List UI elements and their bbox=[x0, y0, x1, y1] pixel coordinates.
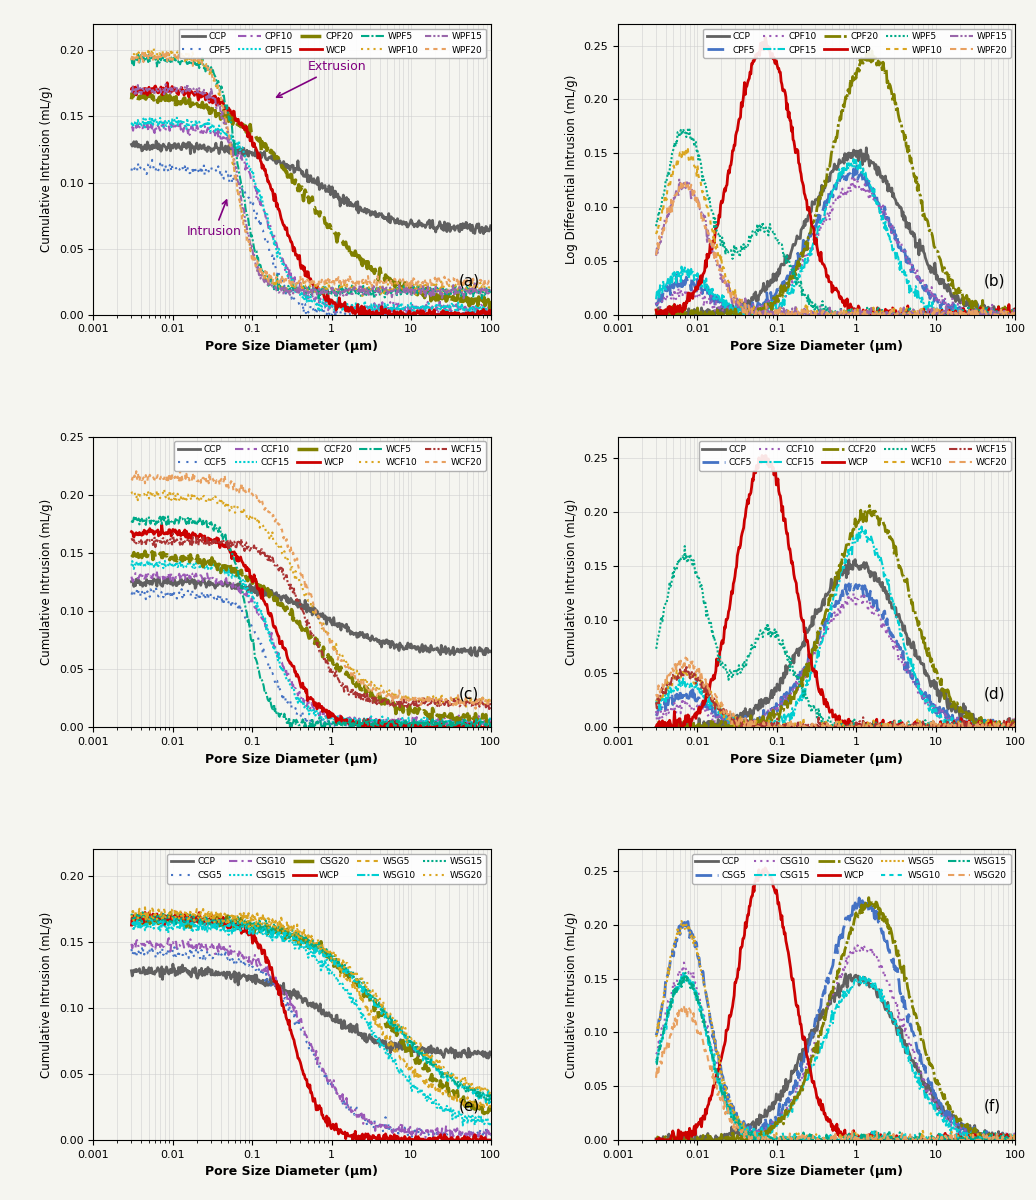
Text: Extrusion: Extrusion bbox=[277, 60, 367, 97]
Y-axis label: Cumulative Intrusion (mL/g): Cumulative Intrusion (mL/g) bbox=[40, 912, 53, 1078]
X-axis label: Pore Size Diameter (μm): Pore Size Diameter (μm) bbox=[730, 1165, 903, 1178]
Legend: CCP, CPF5, CPF10, CPF15, CPF20, WCP, WPF5, WPF10, WPF15, WPF20: CCP, CPF5, CPF10, CPF15, CPF20, WCP, WPF… bbox=[703, 29, 1011, 59]
Text: (c): (c) bbox=[459, 686, 479, 701]
Y-axis label: Cumulative Intrusion (mL/g): Cumulative Intrusion (mL/g) bbox=[40, 86, 53, 252]
X-axis label: Pore Size Diameter (μm): Pore Size Diameter (μm) bbox=[205, 340, 378, 353]
Text: (a): (a) bbox=[459, 274, 480, 288]
Legend: CCP, CCF5, CCF10, CCF15, CCF20, WCP, WCF5, WCF10, WCF15, WCF20: CCP, CCF5, CCF10, CCF15, CCF20, WCP, WCF… bbox=[174, 442, 486, 470]
X-axis label: Pore Size Diameter (μm): Pore Size Diameter (μm) bbox=[205, 752, 378, 766]
Legend: CCP, CSG5, CSG10, CSG15, CSG20, WCP, WSG5, WSG10, WSG15, WSG20: CCP, CSG5, CSG10, CSG15, CSG20, WCP, WSG… bbox=[167, 854, 486, 883]
Legend: CCP, CCF5, CCF10, CCF15, CCF20, WCP, WCF5, WCF10, WCF15, WCF20: CCP, CCF5, CCF10, CCF15, CCF20, WCP, WCF… bbox=[698, 442, 1011, 470]
X-axis label: Pore Size Diameter (μm): Pore Size Diameter (μm) bbox=[205, 1165, 378, 1178]
X-axis label: Pore Size Diameter (μm): Pore Size Diameter (μm) bbox=[730, 340, 903, 353]
Y-axis label: Log Differential Intrusion (mL/g): Log Differential Intrusion (mL/g) bbox=[565, 74, 578, 264]
Y-axis label: Cumulative Intrusion (mL/g): Cumulative Intrusion (mL/g) bbox=[565, 912, 578, 1078]
Legend: CCP, CPF5, CPF10, CPF15, CPF20, WCP, WPF5, WPF10, WPF15, WPF20: CCP, CPF5, CPF10, CPF15, CPF20, WCP, WPF… bbox=[178, 29, 486, 59]
Text: (d): (d) bbox=[983, 686, 1005, 701]
Legend: CCP, CSG5, CSG10, CSG15, CSG20, WCP, WSG5, WSG10, WSG15, WSG20: CCP, CSG5, CSG10, CSG15, CSG20, WCP, WSG… bbox=[692, 854, 1011, 883]
Text: Intrusion: Intrusion bbox=[186, 200, 241, 239]
Text: (f): (f) bbox=[983, 1099, 1001, 1114]
Text: (e): (e) bbox=[459, 1099, 480, 1114]
Y-axis label: Cumulative Intrusion (mL/g): Cumulative Intrusion (mL/g) bbox=[40, 499, 53, 665]
X-axis label: Pore Size Diameter (μm): Pore Size Diameter (μm) bbox=[730, 752, 903, 766]
Text: (b): (b) bbox=[983, 274, 1005, 288]
Y-axis label: Cumulative Intrusion (mL/g): Cumulative Intrusion (mL/g) bbox=[565, 499, 578, 665]
